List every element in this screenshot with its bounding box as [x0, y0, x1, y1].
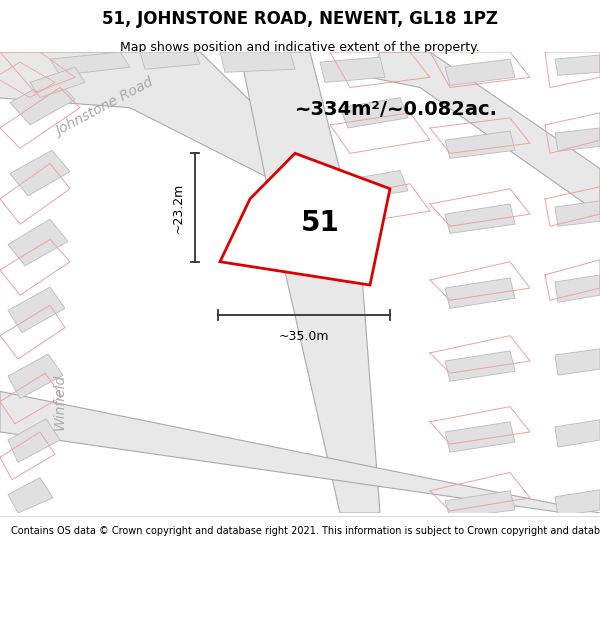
Polygon shape: [320, 57, 385, 82]
Polygon shape: [220, 153, 390, 285]
Polygon shape: [445, 59, 515, 86]
Polygon shape: [340, 171, 408, 201]
Text: Winfield: Winfield: [53, 373, 67, 429]
Polygon shape: [445, 422, 515, 452]
Polygon shape: [555, 420, 600, 447]
Polygon shape: [220, 52, 295, 72]
Polygon shape: [555, 55, 600, 75]
Text: Winfield: Winfield: [298, 193, 322, 246]
Polygon shape: [445, 204, 515, 233]
Polygon shape: [555, 201, 600, 226]
Text: 51: 51: [301, 209, 340, 237]
Polygon shape: [140, 52, 200, 69]
Polygon shape: [50, 52, 130, 75]
Polygon shape: [0, 391, 600, 518]
Text: Contains OS data © Crown copyright and database right 2021. This information is : Contains OS data © Crown copyright and d…: [11, 526, 600, 536]
Polygon shape: [445, 131, 515, 158]
Polygon shape: [10, 78, 75, 125]
Polygon shape: [8, 354, 63, 399]
Polygon shape: [445, 491, 515, 518]
Polygon shape: [555, 490, 600, 516]
Polygon shape: [370, 52, 600, 214]
Polygon shape: [240, 52, 380, 513]
Polygon shape: [8, 419, 60, 462]
Polygon shape: [445, 351, 515, 381]
Text: Johnstone Road: Johnstone Road: [54, 76, 156, 139]
Polygon shape: [555, 275, 600, 302]
Polygon shape: [445, 278, 515, 308]
Polygon shape: [555, 349, 600, 375]
Text: ~35.0m: ~35.0m: [279, 329, 329, 342]
Text: 51, JOHNSTONE ROAD, NEWENT, GL18 1PZ: 51, JOHNSTONE ROAD, NEWENT, GL18 1PZ: [102, 11, 498, 28]
Text: Map shows position and indicative extent of the property.: Map shows position and indicative extent…: [120, 41, 480, 54]
Polygon shape: [340, 98, 408, 128]
Polygon shape: [8, 287, 65, 332]
Polygon shape: [8, 219, 68, 266]
Polygon shape: [10, 150, 70, 196]
Text: ~23.2m: ~23.2m: [172, 182, 185, 232]
Polygon shape: [8, 478, 53, 513]
Text: ~334m²/~0.082ac.: ~334m²/~0.082ac.: [295, 100, 498, 119]
Polygon shape: [555, 128, 600, 151]
Polygon shape: [0, 52, 330, 199]
Polygon shape: [30, 68, 85, 98]
